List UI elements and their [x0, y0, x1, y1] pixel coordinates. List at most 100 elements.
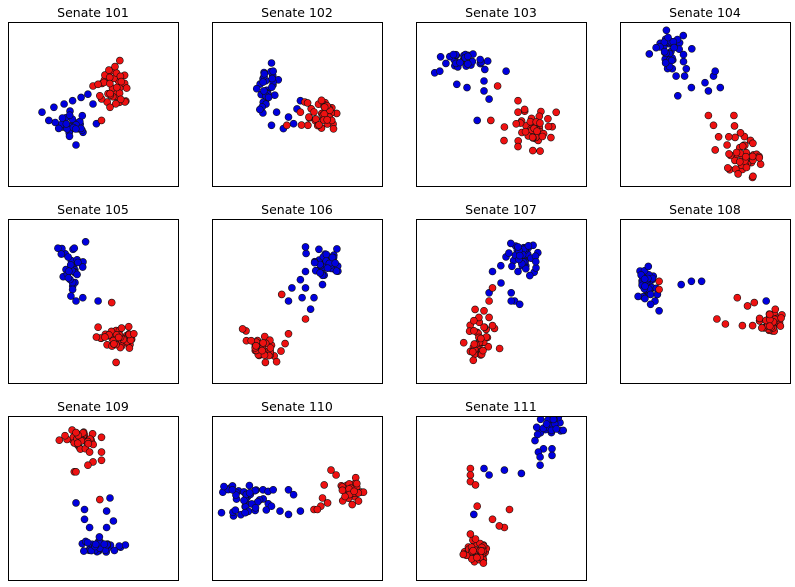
red-point	[318, 494, 327, 502]
blue-point	[672, 72, 680, 80]
blue-point	[514, 267, 522, 276]
red-point	[459, 550, 468, 559]
blue-point	[456, 58, 464, 67]
red-point	[105, 66, 113, 74]
red-point	[277, 347, 285, 355]
blue-point	[701, 78, 709, 87]
red-point	[354, 497, 363, 505]
blue-point	[109, 517, 118, 525]
red-point	[113, 83, 121, 92]
blue-point	[680, 72, 689, 80]
red-point	[711, 146, 720, 154]
red-point	[738, 321, 747, 330]
red-point	[110, 340, 118, 348]
red-point	[536, 119, 544, 127]
red-point	[724, 133, 733, 141]
subplot-10: Senate 110	[212, 399, 383, 581]
blue-point	[488, 267, 497, 276]
red-point	[485, 297, 493, 305]
red-point	[495, 522, 504, 530]
red-point	[282, 121, 291, 130]
blue-point	[318, 280, 327, 289]
blue-point	[269, 67, 278, 75]
red-point	[315, 121, 323, 129]
red-point	[738, 142, 747, 150]
blue-point	[507, 288, 516, 297]
blue-point	[641, 294, 649, 303]
red-point	[552, 108, 561, 117]
red-point	[106, 89, 114, 98]
red-point	[725, 150, 733, 158]
blue-point	[89, 100, 97, 108]
blue-point	[66, 261, 75, 269]
blue-point	[476, 55, 485, 64]
blue-point	[110, 546, 119, 555]
blue-point	[660, 47, 669, 56]
blue-point	[652, 43, 660, 52]
red-point	[305, 113, 313, 121]
red-point	[72, 428, 80, 437]
blue-point	[259, 78, 267, 86]
blue-point	[687, 277, 696, 286]
blue-point	[645, 50, 654, 58]
red-point	[97, 456, 106, 465]
blue-point	[497, 279, 505, 287]
red-point	[514, 142, 522, 151]
red-point	[116, 56, 124, 65]
subplot-3: Senate 103	[416, 5, 587, 187]
blue-point	[78, 263, 87, 271]
red-point	[721, 320, 730, 328]
blue-point	[268, 74, 277, 83]
points-group	[459, 239, 542, 365]
red-point	[765, 322, 774, 331]
red-point	[348, 500, 357, 509]
subplot-title: Senate 106	[261, 202, 333, 217]
blue-point	[463, 60, 472, 68]
red-point	[466, 530, 475, 538]
red-point	[495, 344, 504, 353]
subplot-6: Senate 106	[212, 202, 383, 384]
blue-point	[64, 253, 72, 261]
blue-point	[679, 57, 688, 66]
blue-point	[284, 297, 293, 305]
red-point	[730, 122, 739, 130]
red-point	[107, 298, 116, 307]
red-point	[528, 146, 537, 155]
blue-point	[54, 244, 62, 252]
blue-point	[716, 83, 725, 92]
subplot-9: Senate 109	[8, 399, 179, 581]
blue-point	[536, 461, 544, 470]
red-point	[72, 467, 80, 476]
blue-point	[316, 269, 324, 277]
points-group	[252, 59, 341, 133]
red-point	[297, 121, 306, 129]
red-point	[92, 333, 101, 341]
subplot-5: Senate 105	[8, 202, 179, 384]
blue-point	[485, 95, 493, 103]
blue-point	[231, 506, 240, 515]
blue-point	[515, 300, 524, 309]
blue-point	[480, 87, 488, 95]
red-point	[96, 495, 104, 504]
points-group	[430, 50, 561, 155]
red-point	[500, 136, 508, 145]
red-point	[520, 105, 529, 114]
red-point	[741, 152, 750, 161]
blue-point	[78, 111, 87, 120]
blue-point	[267, 121, 276, 130]
points-group	[645, 26, 765, 182]
subplot-title: Senate 111	[465, 399, 537, 414]
points-group	[217, 466, 368, 520]
red-point	[61, 431, 69, 440]
blue-point	[463, 52, 472, 61]
subplot-4: Senate 104	[620, 5, 791, 187]
red-point	[338, 486, 347, 495]
blue-point	[80, 547, 88, 555]
red-point	[730, 111, 738, 120]
points-group	[634, 262, 786, 335]
blue-point	[483, 57, 492, 65]
blue-point	[517, 469, 526, 478]
red-point	[84, 439, 93, 448]
blue-point	[525, 271, 534, 280]
points-group	[459, 416, 568, 567]
